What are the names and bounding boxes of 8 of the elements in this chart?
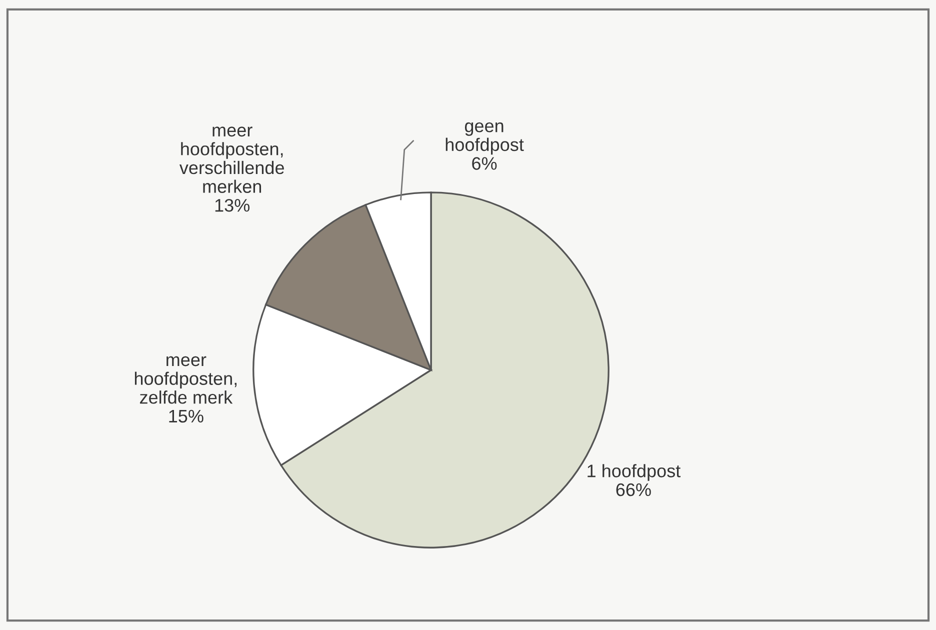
data-label: 6%: [472, 157, 497, 170]
slice-label: geen hoofdpost: [446, 122, 524, 155]
data-label: 13%: [215, 198, 250, 212]
slice-label: meer hoofdposten, verschillende merken: [179, 126, 284, 193]
slice-label: 1 hoofdpost: [588, 464, 681, 481]
data-label: 15%: [169, 410, 204, 423]
slice-label: meer hoofdposten, zelfde merk: [134, 356, 236, 404]
data-label: 66%: [616, 483, 651, 496]
